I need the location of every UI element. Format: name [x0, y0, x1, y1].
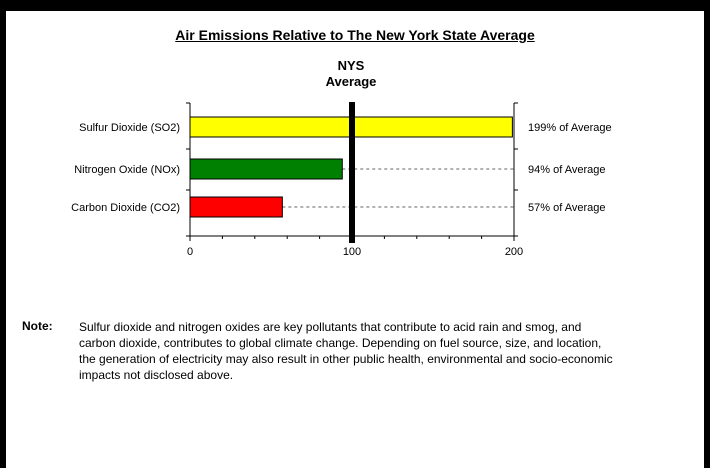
category-label: Nitrogen Oxide (NOx) [74, 164, 180, 176]
chart-title: Air Emissions Relative to The New York S… [175, 27, 535, 43]
x-tick-label: 0 [187, 246, 193, 258]
bar [189, 158, 343, 180]
value-label: 94% of Average [528, 164, 605, 176]
reference-label-line2: Average [325, 74, 377, 89]
figure-frame: Air Emissions Relative to The New York S… [6, 11, 704, 468]
category-label: Carbon Dioxide (CO2) [71, 202, 180, 214]
note-label: Note: [22, 319, 53, 333]
value-label: 199% of Average [528, 122, 612, 134]
reference-label-line1: NYS [337, 58, 365, 73]
bar [189, 196, 283, 218]
value-label: 57% of Average [528, 202, 605, 214]
x-tick-label: 100 [343, 246, 361, 258]
bar-chart: 0 100 200 Sulfur Dioxide (SO2) 199% of Avera… [71, 102, 612, 258]
note-text: Sulfur dioxide and nitrogen oxides are k… [79, 320, 613, 382]
category-label: Sulfur Dioxide (SO2) [79, 122, 180, 134]
x-tick-label: 200 [505, 246, 523, 258]
reference-line-label: NYS Average [296, 58, 406, 90]
